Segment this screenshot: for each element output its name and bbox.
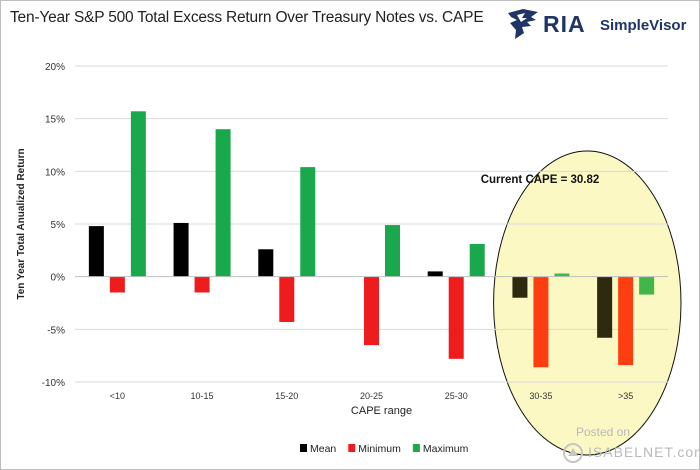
bar-mean	[427, 271, 443, 277]
x-tick-label: 15-20	[275, 391, 298, 401]
bar-minimum	[279, 276, 295, 322]
legend-swatch-minimum	[348, 444, 356, 452]
y-axis-title: Ten Year Total Anualized Return	[16, 148, 27, 299]
isabelnet-logo-icon	[563, 443, 583, 463]
bar-mean	[597, 276, 613, 338]
highlight-ellipse	[493, 150, 682, 456]
y-tick-label: -5%	[47, 325, 65, 336]
watermark-posted: Posted on	[576, 425, 631, 439]
y-tick-label: 5%	[51, 220, 66, 231]
bar-maximum	[554, 273, 570, 277]
bar-minimum	[109, 276, 125, 293]
bar-maximum	[469, 244, 485, 277]
watermark: Posted on ISABELNET.com	[560, 422, 700, 468]
page-title: Ten-Year S&P 500 Total Excess Return Ove…	[10, 9, 484, 26]
y-tick-label: -10%	[42, 378, 65, 389]
bar-minimum	[364, 276, 379, 346]
watermark-site: ISABELNET.com	[588, 444, 700, 460]
eagle-icon	[508, 9, 538, 39]
x-tick-label: 30-35	[529, 391, 552, 401]
x-tick-label: 10-15	[191, 391, 214, 401]
legend-swatch-mean	[300, 444, 307, 452]
bar-minimum	[618, 276, 634, 366]
x-tick-label: >35	[618, 391, 633, 401]
legend-swatch-maximum	[412, 444, 420, 452]
legend-label-mean: Mean	[310, 443, 336, 455]
current-cape-annotation: Current CAPE = 30.82	[481, 174, 600, 186]
y-tick-label: 0%	[51, 273, 66, 284]
y-tick-label: 15%	[45, 115, 65, 126]
bar-maximum	[639, 276, 655, 295]
legend-label-minimum: Minimum	[358, 443, 401, 455]
x-axis-title: CAPE range	[351, 405, 412, 417]
x-tick-label: <10	[110, 391, 125, 401]
bar-maximum	[130, 111, 146, 277]
y-tick-label: 20%	[45, 62, 65, 73]
x-tick-label: 20-25	[360, 391, 383, 401]
logo-brand: RIA	[543, 11, 586, 37]
bar-minimum	[194, 276, 210, 293]
bar-mean	[258, 249, 274, 277]
bar-mean	[173, 222, 189, 277]
bar-minimum	[448, 276, 464, 359]
bar-maximum	[215, 129, 231, 277]
legend-label-maximum: Maximum	[423, 443, 469, 455]
bar-mean	[88, 226, 104, 277]
bar-minimum	[533, 276, 549, 368]
y-tick-label: 10%	[45, 167, 65, 178]
bar-maximum	[300, 167, 316, 277]
ria-simplevisor-logo: RIA SimpleVisor	[505, 4, 695, 44]
bar-mean	[512, 276, 528, 298]
bar-maximum	[385, 225, 400, 277]
logo-product: SimpleVisor	[600, 17, 687, 34]
x-tick-label: 25-30	[445, 391, 468, 401]
